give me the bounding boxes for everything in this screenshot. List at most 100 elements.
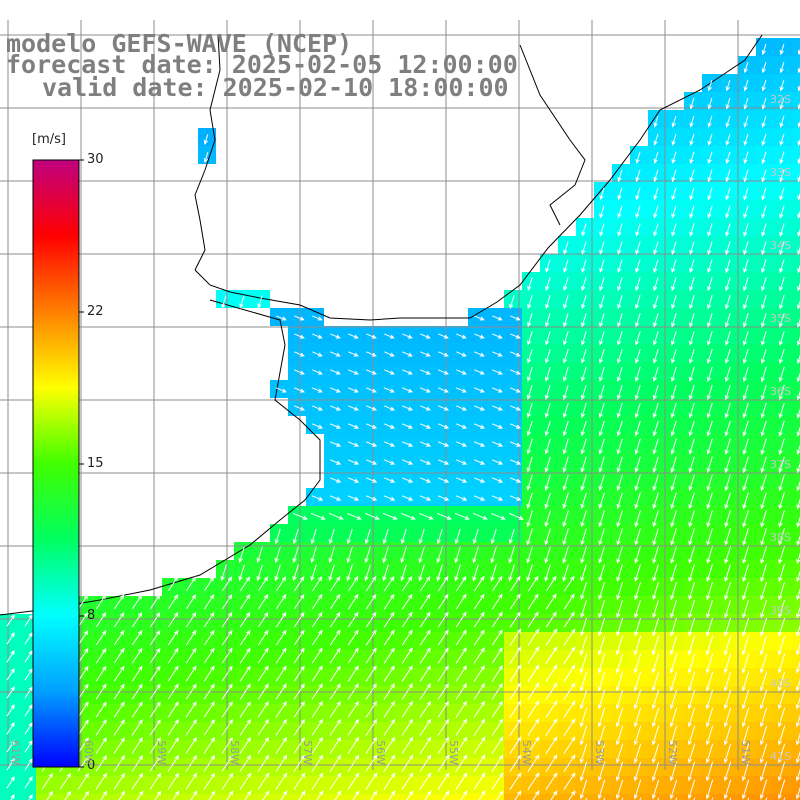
- wind-arrow: [723, 707, 732, 728]
- wind-arrow: [238, 546, 245, 563]
- colorbar-tick-0: 0: [87, 758, 96, 773]
- wind-arrow: [724, 330, 731, 346]
- wind-arrow: [689, 277, 695, 292]
- wind-arrow: [707, 259, 713, 274]
- wind-cell: [792, 740, 800, 758]
- wind-arrow: [652, 528, 659, 546]
- wind-arrow: [706, 313, 713, 328]
- wind-arrow: [724, 420, 731, 437]
- wind-arrow: [725, 277, 731, 292]
- wind-arrow: [741, 761, 750, 782]
- wind-arrow: [724, 599, 731, 619]
- wind-arrow: [292, 512, 308, 520]
- wind-arrow: [653, 187, 659, 201]
- wind-arrow: [329, 736, 342, 754]
- wind-arrow: [24, 686, 33, 699]
- wind-arrow: [545, 313, 551, 328]
- wind-arrow: [652, 366, 659, 383]
- wind-arrow: [778, 456, 785, 474]
- wind-arrow: [292, 546, 299, 564]
- wind-arrow: [725, 187, 731, 201]
- wind-arrow: [24, 668, 33, 681]
- wind-arrow: [365, 576, 377, 592]
- wind-arrow: [741, 779, 750, 800]
- wind-arrow: [687, 707, 696, 728]
- wind-arrow: [257, 611, 269, 628]
- wind-arrow: [687, 635, 696, 656]
- wind-arrow: [598, 420, 605, 437]
- wind-cell: [198, 794, 216, 800]
- wind-arrow: [653, 295, 659, 310]
- wind-arrow: [634, 599, 641, 619]
- wind-cell: [792, 578, 800, 596]
- wind-arrow: [131, 719, 143, 736]
- colorbar-tick-15: 15: [87, 456, 104, 471]
- wind-arrow: [203, 576, 215, 592]
- wind-arrow: [759, 635, 768, 656]
- wind-arrow: [562, 510, 569, 528]
- wind-arrow: [384, 459, 396, 465]
- wind-arrow: [779, 115, 785, 128]
- wind-arrow: [527, 772, 540, 790]
- wind-arrow: [382, 564, 389, 582]
- wind-arrow: [670, 510, 677, 528]
- wind-arrow: [491, 700, 504, 718]
- wind-arrow: [597, 671, 606, 692]
- wind-arrow: [348, 369, 359, 375]
- wind-arrow: [167, 772, 180, 790]
- wind-arrow: [653, 169, 659, 183]
- wind-arrow: [401, 700, 414, 718]
- wind-arrow: [633, 653, 642, 674]
- wind-arrow: [689, 223, 695, 237]
- wind-cell: [540, 794, 558, 800]
- coast-uruguay-river: [194, 34, 221, 271]
- wind-cell: [792, 488, 800, 506]
- wind-arrow: [456, 387, 467, 393]
- wind-arrow: [149, 737, 161, 754]
- wind-arrow: [544, 349, 551, 364]
- wind-arrow: [724, 581, 731, 601]
- lon-label-55w: 55W: [447, 740, 460, 765]
- wind-arrow: [545, 611, 557, 628]
- wind-arrow: [437, 477, 450, 483]
- wind-arrow: [723, 671, 732, 692]
- wind-arrow: [545, 700, 558, 718]
- wind-arrow: [491, 629, 503, 646]
- wind-arrow: [239, 683, 251, 700]
- wind-arrow: [437, 593, 449, 610]
- wind-arrow: [669, 743, 678, 764]
- wind-arrow: [742, 438, 749, 455]
- wind-cell: [792, 74, 800, 92]
- wind-cell: [792, 794, 800, 800]
- wind-arrow: [634, 402, 641, 419]
- wind-cell: [792, 668, 800, 686]
- wind-arrow: [635, 259, 641, 273]
- wind-arrow: [689, 205, 695, 219]
- wind-arrow: [724, 546, 731, 564]
- wind-arrow: [599, 331, 605, 346]
- wind-arrow: [671, 295, 677, 310]
- wind-arrow: [95, 665, 107, 682]
- wind-arrow: [384, 405, 396, 411]
- wind-arrow: [402, 369, 413, 375]
- wind-arrow: [724, 510, 731, 528]
- wind-arrow: [635, 277, 641, 292]
- wind-arrow: [579, 725, 588, 746]
- wind-arrow: [77, 594, 89, 610]
- wind-arrow: [492, 351, 503, 357]
- wind-arrow: [689, 187, 695, 201]
- wind-arrow: [113, 683, 125, 700]
- wind-arrow: [689, 133, 695, 146]
- wind-arrow: [311, 736, 324, 754]
- wind-arrow: [330, 441, 342, 447]
- wind-arrow: [633, 689, 642, 710]
- wind-arrow: [311, 647, 323, 664]
- wind-arrow: [329, 718, 342, 736]
- wind-cell: [414, 794, 432, 800]
- wind-arrow: [310, 528, 317, 545]
- wind-arrow: [725, 133, 731, 147]
- wind-arrow: [760, 384, 767, 401]
- wind-arrow: [580, 402, 587, 419]
- wind-cell: [288, 794, 306, 800]
- wind-arrow: [510, 369, 521, 375]
